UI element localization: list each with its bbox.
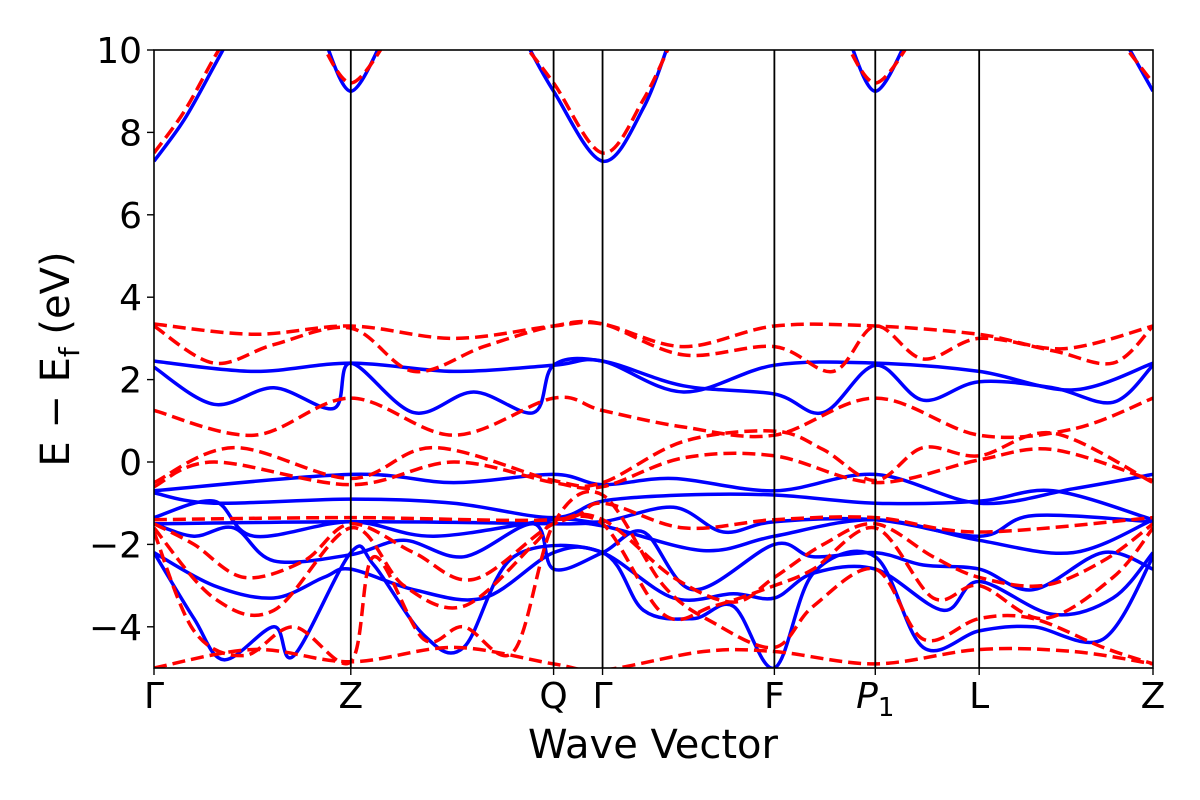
solid-band-line <box>154 50 225 163</box>
y-axis-ticks: −4 −2 0 2 4 6 8 10 <box>89 31 154 649</box>
solid-band-line <box>1127 50 1153 93</box>
x-tick-label: L <box>969 676 989 717</box>
solid-band-line <box>154 357 1153 394</box>
y-tick-label: −4 <box>89 608 142 649</box>
y-tick-label: 8 <box>119 113 142 154</box>
solid-band-line <box>154 488 1153 522</box>
x-tick-label: Γ <box>593 676 613 717</box>
dashed-band-line <box>154 514 1153 622</box>
x-tick-label: Z <box>1141 676 1166 717</box>
solid-band-line <box>154 517 1153 556</box>
dashed-band-line <box>154 319 1153 374</box>
solid-band-line <box>154 499 1153 539</box>
solid-band-line <box>154 543 1153 668</box>
x-axis-title: Wave Vector <box>528 722 779 768</box>
x-tick-label: P1 <box>856 676 894 723</box>
y-tick-label: 4 <box>119 278 142 319</box>
y-axis-title: E − Ef (eV) <box>33 251 86 466</box>
y-tick-label: 2 <box>119 361 142 402</box>
dashed-band-line <box>154 489 1153 666</box>
dashed-band-line <box>1125 50 1153 85</box>
solid-band-line <box>154 472 1153 506</box>
dashed-band-line <box>154 50 221 155</box>
y-axis-title-main: E − E <box>33 357 79 467</box>
y-tick-label: −2 <box>89 525 142 566</box>
kpoint-lines <box>349 50 981 668</box>
x-tick-label: Q <box>539 676 567 717</box>
x-tick-label: Z <box>338 676 363 717</box>
dashed-band-line <box>154 645 1153 668</box>
plot-frame <box>153 49 1154 669</box>
dashed-band-line <box>154 395 1153 440</box>
y-tick-label: 0 <box>119 443 142 484</box>
y-axis-title-subscript: f <box>53 346 86 357</box>
x-axis-ticks: Γ Z Q Γ F P1 L Z <box>144 668 1165 723</box>
y-axis-title-unit: (eV) <box>33 251 79 347</box>
plot-background <box>154 50 1153 668</box>
y-tick-label: 6 <box>119 196 142 237</box>
band-lines <box>154 50 1153 668</box>
y-tick-label: 10 <box>96 31 142 72</box>
dashed-band-line <box>154 447 1153 491</box>
x-tick-label: Γ <box>144 676 164 717</box>
x-tick-label: F <box>764 676 785 717</box>
